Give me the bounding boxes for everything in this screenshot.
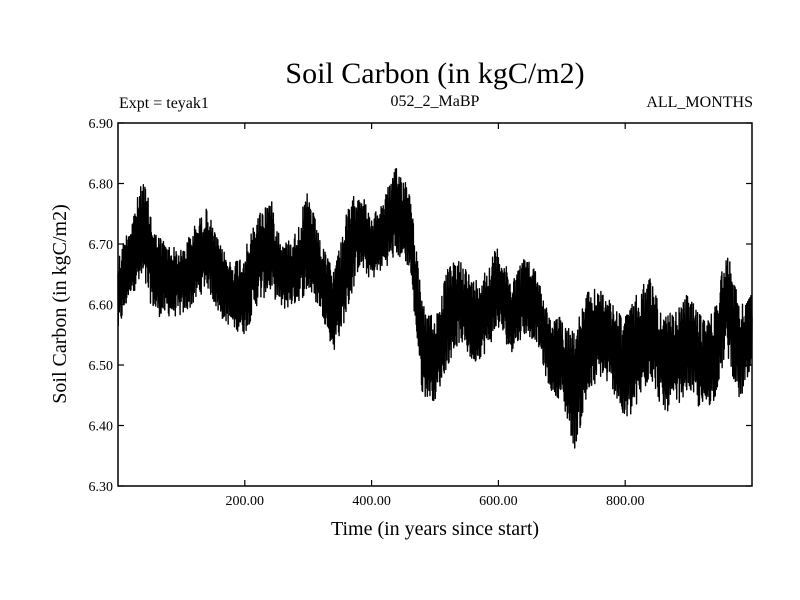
- y-tick-label: 6.30: [89, 480, 114, 495]
- period-label: 052_2_MaBP: [391, 93, 480, 110]
- y-tick-label: 6.60: [89, 299, 114, 314]
- x-tick-label: 800.00: [606, 494, 645, 509]
- chart-title: Soil Carbon (in kgC/m2): [285, 57, 584, 90]
- x-tick-label: 600.00: [479, 494, 518, 509]
- x-tick-label: 200.00: [226, 494, 265, 509]
- y-tick-label: 6.80: [89, 178, 114, 193]
- y-tick-label: 6.70: [89, 238, 114, 253]
- y-axis-label: Soil Carbon (in kgC/m2): [49, 204, 71, 403]
- x-axis-label: Time (in years since start): [331, 518, 539, 540]
- months-label: ALL_MONTHS: [646, 94, 753, 111]
- y-tick-label: 6.40: [89, 420, 114, 435]
- y-tick-label: 6.50: [89, 359, 114, 374]
- series-layer: [117, 168, 753, 449]
- plot-frame: [117, 122, 753, 487]
- experiment-label: Expt = teyak1: [119, 95, 209, 112]
- x-tick-label: 400.00: [352, 494, 391, 509]
- series-line-soil-carbon: [117, 168, 753, 449]
- y-tick-label: 6.90: [89, 117, 114, 132]
